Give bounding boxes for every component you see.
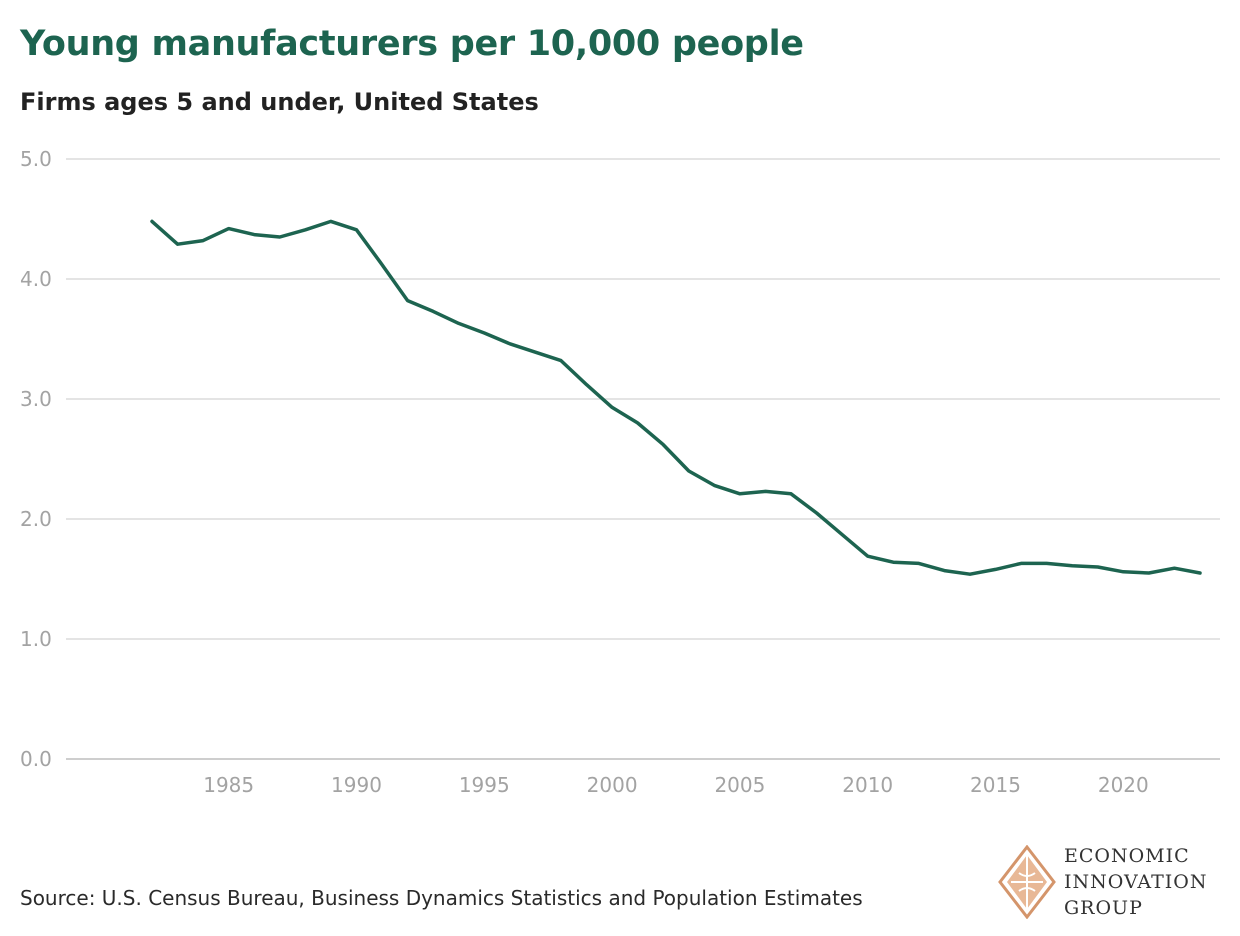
series-layer [150, 219, 1202, 576]
y-tick-label: 5.0 [20, 147, 52, 171]
data-point-1999 [585, 383, 589, 387]
data-point-2016 [1019, 561, 1023, 565]
chart-title: Young manufacturers per 10,000 people [20, 24, 804, 64]
x-tick-label: 1995 [459, 773, 510, 797]
data-point-2012 [917, 561, 921, 565]
source-note: Source: U.S. Census Bureau, Business Dyn… [20, 886, 863, 910]
y-tick-label: 1.0 [20, 627, 52, 651]
y-tick-label: 3.0 [20, 387, 52, 411]
data-point-1992 [406, 299, 410, 303]
data-point-1996 [508, 342, 512, 346]
data-point-1982 [150, 219, 154, 223]
x-tick-label: 2000 [587, 773, 638, 797]
data-point-2017 [1045, 561, 1049, 565]
diamond-logo-icon [998, 845, 1056, 919]
data-point-1997 [533, 350, 537, 354]
data-point-2008 [815, 511, 819, 515]
data-point-2001 [636, 421, 640, 425]
eig-logo: ECONOMIC INNOVATION GROUP [998, 843, 1234, 923]
data-point-2007 [789, 492, 793, 496]
series-line-0 [150, 219, 1202, 576]
line-chart: 0.0 1.0 2.0 3.0 4.0 5.0 1985 1990 1995 2000 2005 2… [20, 147, 1220, 797]
data-point-2020 [1121, 570, 1125, 574]
data-point-2005 [738, 492, 742, 496]
logo-line-3: GROUP [1064, 897, 1143, 919]
data-point-2021 [1147, 571, 1151, 575]
data-point-1991 [380, 263, 384, 267]
chart-subtitle: Firms ages 5 and under, United States [20, 88, 539, 116]
y-axis-ticks: 0.0 1.0 2.0 3.0 4.0 5.0 [20, 147, 52, 771]
data-point-1986 [252, 233, 256, 237]
data-point-1990 [355, 228, 359, 232]
logo-line-2: INNOVATION [1064, 871, 1208, 893]
data-point-2011 [891, 560, 895, 564]
data-point-2010 [866, 554, 870, 558]
data-point-2015 [994, 567, 998, 571]
x-tick-label: 2020 [1098, 773, 1149, 797]
grid-lines [66, 158, 1220, 760]
data-point-1988 [303, 228, 307, 232]
x-axis-ticks: 1985 1990 1995 2000 2005 2010 2015 2020 [203, 773, 1149, 797]
data-point-1984 [201, 239, 205, 243]
y-tick-label: 4.0 [20, 267, 52, 291]
logo-wordmark: ECONOMIC INNOVATION GROUP [1064, 843, 1208, 921]
data-point-2000 [610, 405, 614, 409]
data-point-2023 [1198, 571, 1202, 575]
data-point-2009 [840, 533, 844, 537]
data-point-2004 [712, 483, 716, 487]
x-tick-label: 2015 [970, 773, 1021, 797]
data-point-1995 [482, 331, 486, 335]
data-point-1983 [176, 242, 180, 246]
data-point-1994 [457, 321, 461, 325]
y-tick-label: 2.0 [20, 507, 52, 531]
logo-line-1: ECONOMIC [1064, 845, 1190, 867]
data-point-2002 [661, 443, 665, 447]
data-point-1998 [559, 359, 563, 363]
data-point-2018 [1070, 564, 1074, 568]
data-point-2022 [1172, 566, 1176, 570]
data-point-2006 [764, 489, 768, 493]
data-point-1985 [227, 227, 231, 231]
data-point-2013 [942, 569, 946, 573]
data-point-2014 [968, 572, 972, 576]
x-tick-label: 2010 [842, 773, 893, 797]
y-tick-label: 0.0 [20, 747, 52, 771]
data-point-1989 [329, 219, 333, 223]
data-point-1987 [278, 235, 282, 239]
data-point-1993 [431, 309, 435, 313]
x-tick-label: 1985 [203, 773, 254, 797]
data-point-2019 [1096, 565, 1100, 569]
x-tick-label: 2005 [714, 773, 765, 797]
x-tick-label: 1990 [331, 773, 382, 797]
data-point-2003 [687, 469, 691, 473]
